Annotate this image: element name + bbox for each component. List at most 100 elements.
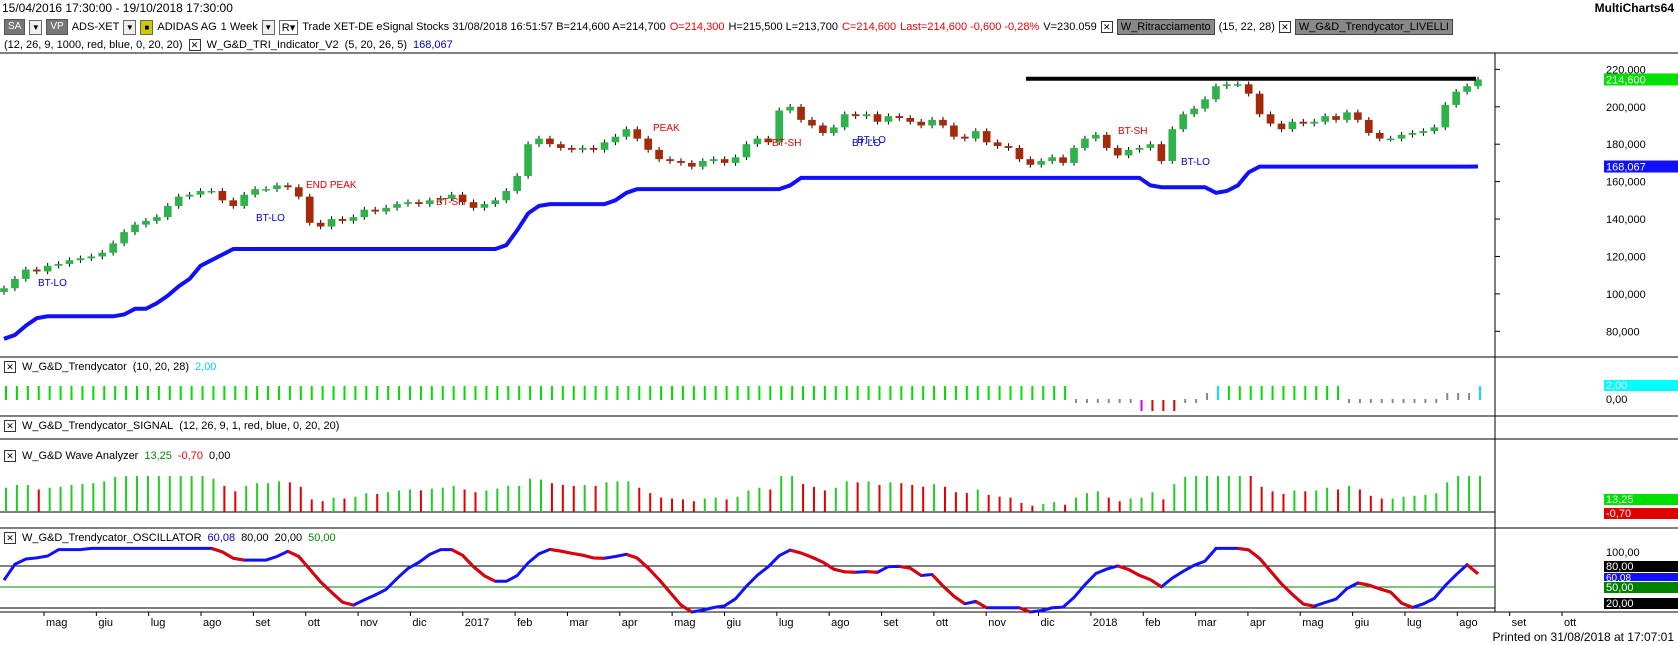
tri-indicator-name[interactable]: W_G&D_TRI_Indicator_V2 xyxy=(206,39,339,51)
oscillator-red-segment xyxy=(472,565,486,577)
candle-body xyxy=(950,125,958,137)
candle-body xyxy=(1233,84,1242,86)
sa-dropdown-icon[interactable]: ▼ xyxy=(29,19,43,35)
oscillator-red-segment xyxy=(1149,578,1163,589)
price-axis: 220,000 200,000 180,000 160,000 140,000 120,0… xyxy=(1495,64,1646,338)
candle-body xyxy=(251,189,259,195)
oscillator-name[interactable]: W_G&D_Trendycator_OSCILLATOR xyxy=(22,532,202,544)
candle-body xyxy=(98,252,107,257)
candle-body xyxy=(1386,138,1395,141)
interval-dropdown-icon[interactable]: ▼ xyxy=(261,19,275,35)
candle-body xyxy=(65,260,74,264)
candle-body xyxy=(76,258,85,261)
candle-body xyxy=(709,159,718,162)
oscillator-red-segment xyxy=(800,551,813,559)
candle-body xyxy=(426,200,434,205)
symbol-dropdown-icon[interactable]: ▼ xyxy=(123,19,137,35)
price-tick-label: 120,000 xyxy=(1606,251,1646,263)
candle-body xyxy=(567,147,576,150)
candle-body xyxy=(840,114,849,128)
indicator-ritracciamento[interactable]: W_Ritracciamento xyxy=(1116,19,1215,35)
interval-field[interactable]: 1 Week xyxy=(220,21,258,33)
trendycator-axis-top: 2,00 xyxy=(1606,380,1627,392)
oscillator-red-segment xyxy=(822,560,835,571)
time-tick-label: ago xyxy=(203,617,221,629)
trendycator-params: (10, 20, 28) xyxy=(132,361,190,373)
osc-80-marker xyxy=(1604,561,1678,572)
time-tick-label: nov xyxy=(988,617,1006,629)
close-indicator-icon[interactable]: ✕ xyxy=(4,450,16,462)
trendycator-name[interactable]: W_G&D_Trendycator xyxy=(22,361,127,373)
instrument-icon[interactable]: ■ xyxy=(140,19,154,35)
indicator-trendycator-livelli[interactable]: W_G&D_Trendycator_LIVELLI xyxy=(1294,19,1453,35)
oscillator-red-segment xyxy=(1466,563,1479,575)
price-tick-label: 140,000 xyxy=(1606,214,1646,226)
candle-body xyxy=(1332,116,1340,120)
candle-body xyxy=(753,138,762,145)
chart-annotation: BT-LO xyxy=(852,138,881,149)
signal-name[interactable]: W_G&D_Trendycator_SIGNAL xyxy=(22,420,174,432)
candle-body xyxy=(1135,147,1144,150)
sa-button[interactable]: SA xyxy=(4,19,26,35)
candle-body xyxy=(1441,104,1450,128)
time-tick-label: lug xyxy=(1407,617,1422,629)
wave-axis-v2: -0,70 xyxy=(1606,508,1631,520)
candle-body xyxy=(415,202,423,205)
close-indicator-icon[interactable]: ✕ xyxy=(1278,21,1291,33)
close-indicator-icon[interactable]: ✕ xyxy=(4,361,16,373)
oscillator-red-segment xyxy=(549,547,562,553)
date-range: 15/04/2016 17:30:00 - 19/10/2018 17:30:0… xyxy=(2,1,233,15)
chart-annotation: BT-LO xyxy=(1181,157,1210,168)
candle-body xyxy=(677,161,685,163)
wave-header: ✕ W_G&D Wave Analyzer 13,25 -0,70 0,00 xyxy=(4,450,230,462)
candle-body xyxy=(1201,99,1209,109)
oscillator-red-segment xyxy=(636,557,650,570)
time-tick-label: mar xyxy=(1198,617,1217,629)
wave-axis-v1: 13,25 xyxy=(1606,494,1634,506)
oscillator-red-segment xyxy=(1303,602,1315,608)
candle-body xyxy=(961,136,969,139)
oscillator-red-segment xyxy=(1280,582,1294,596)
chart-annotation: BT-LO xyxy=(256,213,285,224)
candle-body xyxy=(1364,119,1373,133)
oscillator-red-segment xyxy=(1117,564,1130,571)
candle-body xyxy=(557,144,565,148)
tri-line xyxy=(3,164,1479,341)
time-tick-label: nov xyxy=(360,617,378,629)
close-indicator-icon[interactable]: ✕ xyxy=(4,532,16,544)
candle-body xyxy=(1037,161,1046,165)
price-tick-label: 160,000 xyxy=(1606,177,1646,189)
candle-body xyxy=(1190,108,1198,115)
oscillator-red-segment xyxy=(680,603,693,614)
osc-axis-20: 20,00 xyxy=(1606,598,1634,610)
osc-axis-100: 100,00 xyxy=(1606,547,1640,559)
wave-name[interactable]: W_G&D Wave Analyzer xyxy=(22,450,139,462)
last-price-marker xyxy=(1604,73,1678,86)
candle-body xyxy=(43,265,52,272)
oscillator-v4: 50,00 xyxy=(308,532,336,544)
candle-body xyxy=(1212,86,1220,100)
realtime-toggle[interactable]: R▾ xyxy=(278,19,299,35)
candle-body xyxy=(480,204,489,208)
candle-body xyxy=(502,190,511,201)
oscillator-v3: 20,00 xyxy=(274,532,303,544)
candle-body xyxy=(1321,116,1329,122)
close-indicator-icon[interactable]: ✕ xyxy=(4,420,16,432)
close-indicator-icon[interactable]: ✕ xyxy=(1100,21,1113,33)
candle-body xyxy=(131,224,139,233)
candle-body xyxy=(928,119,936,126)
symbol-field[interactable]: ADS-XET xyxy=(71,21,120,33)
oscillator-v1: 60,08 xyxy=(207,532,236,544)
oscillator-red-segment xyxy=(1401,601,1414,609)
candle-body xyxy=(1299,121,1308,124)
candle-body xyxy=(688,162,696,167)
candle-body xyxy=(808,119,816,126)
candle-body xyxy=(633,129,642,139)
candle-body xyxy=(240,194,249,206)
candle-body xyxy=(163,205,172,218)
time-tick-label: giu xyxy=(98,617,113,629)
candle-body xyxy=(294,187,303,197)
close-indicator-icon[interactable]: ✕ xyxy=(188,39,201,51)
vp-button[interactable]: VP xyxy=(46,19,68,35)
